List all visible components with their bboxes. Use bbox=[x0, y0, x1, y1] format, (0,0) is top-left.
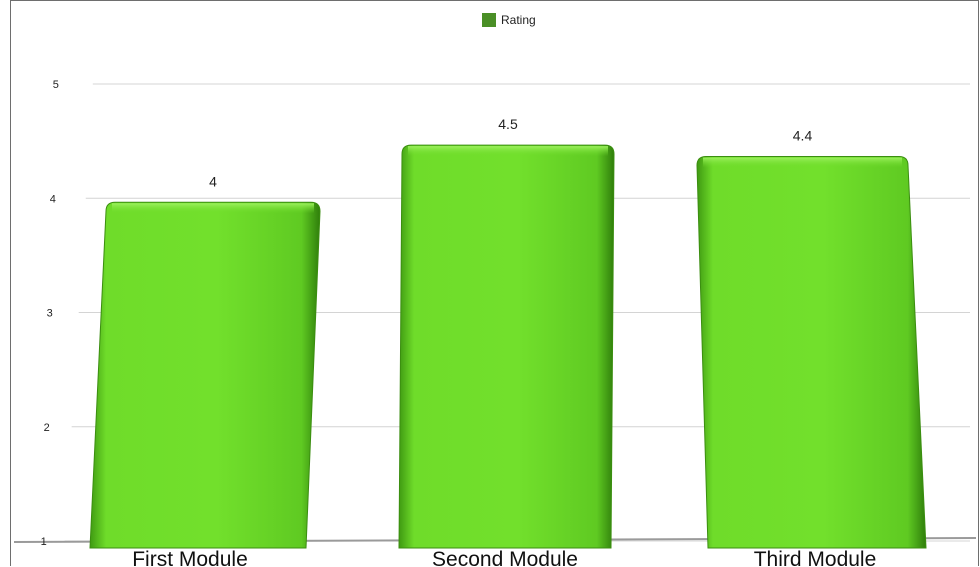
y-tick-label: 4 bbox=[50, 193, 56, 205]
legend-swatch-rating bbox=[482, 13, 496, 27]
legend-label-rating: Rating bbox=[501, 13, 536, 27]
x-category-label: Second Module bbox=[432, 548, 578, 567]
x-category-label: First Module bbox=[132, 548, 248, 567]
bar-highlight bbox=[112, 203, 314, 214]
bar-highlight bbox=[408, 146, 608, 157]
y-tick-label: 1 bbox=[41, 536, 47, 548]
bar-highlight bbox=[703, 157, 902, 168]
x-category-label: Third Module bbox=[754, 548, 877, 567]
bar-1 bbox=[89, 201, 321, 549]
y-tick-label: 2 bbox=[44, 422, 50, 434]
chart-frame bbox=[10, 0, 979, 566]
bar-value-label: 4.5 bbox=[498, 116, 518, 132]
bar-value-label: 4 bbox=[209, 173, 217, 189]
chart-legend: Rating bbox=[482, 11, 536, 29]
y-tick-label: 3 bbox=[47, 308, 53, 320]
bar-value-label: 4.4 bbox=[793, 128, 813, 144]
bar-3 bbox=[696, 156, 927, 549]
y-tick-label: 5 bbox=[53, 79, 59, 91]
bar-2 bbox=[398, 144, 615, 549]
